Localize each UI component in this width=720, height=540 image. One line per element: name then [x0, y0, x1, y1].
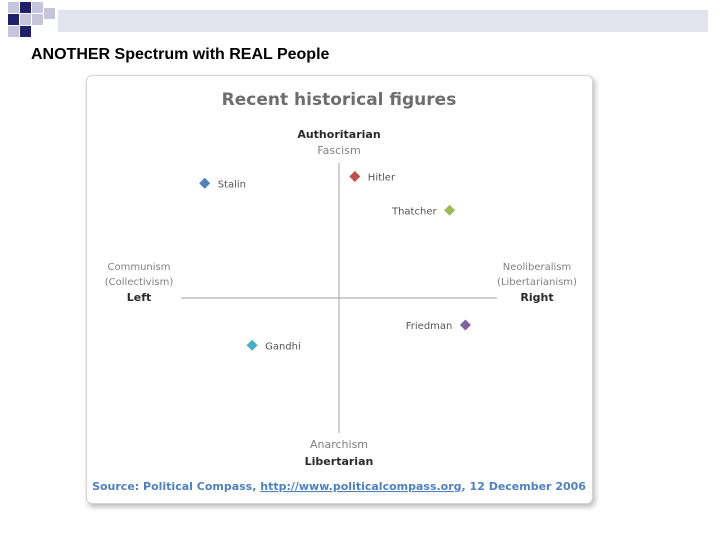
axis-top-label: Authoritarian — [297, 128, 380, 141]
data-points: Stalin Hitler Thatcher Friedman Gandhi — [199, 171, 471, 352]
deco-square — [20, 14, 31, 25]
deco-square — [32, 2, 43, 13]
axis-right-sublabel-1: Neoliberalism — [503, 262, 572, 273]
point-label-gandhi: Gandhi — [265, 341, 301, 352]
source-prefix: Source: Political Compass, — [92, 480, 260, 493]
point-label-friedman: Friedman — [406, 321, 453, 332]
deco-square — [44, 8, 55, 19]
header-bar — [58, 10, 708, 32]
axis-left-sublabel-2: (Collectivism) — [105, 277, 174, 288]
deco-square — [8, 26, 19, 37]
source-url-link[interactable]: http://www.politicalcompass.org — [260, 480, 461, 493]
deco-square — [20, 26, 31, 37]
deco-square — [8, 2, 19, 13]
point-friedman — [459, 319, 471, 331]
deco-square — [32, 14, 43, 25]
political-compass-chart: Recent historical figures Authoritarian … — [92, 90, 586, 493]
axis-left-sublabel-1: Communism — [108, 262, 171, 273]
slide-title: ANOTHER Spectrum with REAL People — [31, 46, 330, 63]
point-label-stalin: Stalin — [218, 179, 246, 190]
deco-square — [8, 14, 19, 25]
axis-bottom-sublabel: Anarchism — [310, 438, 368, 451]
point-hitler — [349, 171, 361, 182]
deco-square — [20, 2, 31, 13]
point-thatcher — [444, 204, 456, 216]
axis-right-sublabel-2: (Libertarianism) — [497, 277, 577, 288]
chart-title: Recent historical figures — [222, 90, 457, 110]
axis-right-label: Right — [520, 291, 553, 304]
point-label-hitler: Hitler — [368, 173, 396, 184]
slide-decoration — [8, 2, 708, 37]
axis-bottom-label: Libertarian — [305, 455, 374, 468]
source-note: Source: Political Compass, http://www.po… — [92, 480, 586, 493]
point-stalin — [199, 177, 211, 189]
chart-card: Recent historical figures Authoritarian … — [86, 75, 593, 504]
source-suffix: , 12 December 2006 — [462, 480, 587, 493]
point-label-thatcher: Thatcher — [391, 206, 437, 217]
axis-left-label: Left — [127, 291, 152, 304]
point-gandhi — [246, 339, 258, 351]
axis-top-sublabel: Fascism — [317, 144, 360, 157]
